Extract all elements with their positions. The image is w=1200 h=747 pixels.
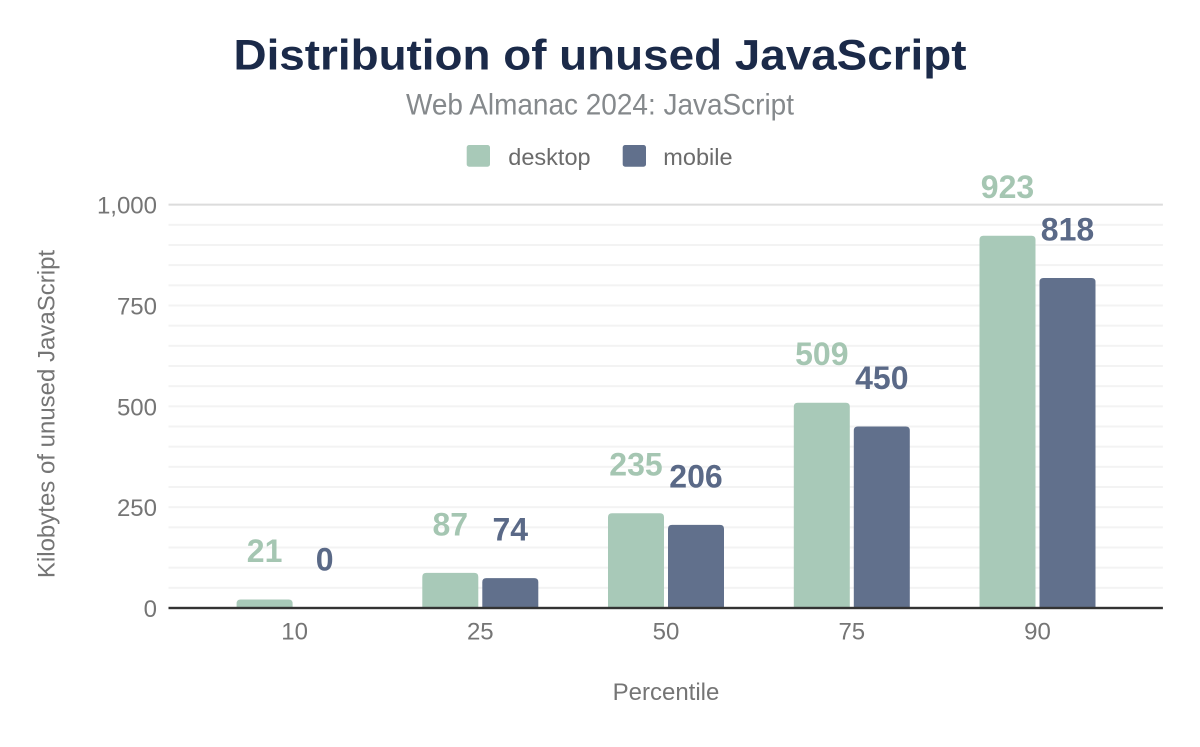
- svg-text:mobile: mobile: [663, 144, 732, 170]
- svg-text:Distribution of unused JavaScr: Distribution of unused JavaScript: [234, 31, 967, 79]
- svg-text:25: 25: [467, 619, 494, 646]
- svg-text:74: 74: [493, 512, 529, 548]
- svg-text:50: 50: [653, 619, 680, 646]
- svg-text:750: 750: [117, 294, 157, 321]
- svg-text:desktop: desktop: [508, 144, 590, 170]
- svg-text:0: 0: [144, 596, 157, 623]
- svg-text:450: 450: [855, 360, 908, 396]
- svg-text:Kilobytes of unused JavaScript: Kilobytes of unused JavaScript: [34, 250, 61, 579]
- svg-text:Web Almanac 2024: JavaScript: Web Almanac 2024: JavaScript: [406, 89, 794, 122]
- svg-text:87: 87: [433, 506, 469, 542]
- svg-text:235: 235: [609, 447, 662, 483]
- svg-text:Percentile: Percentile: [613, 679, 720, 706]
- svg-text:818: 818: [1041, 212, 1094, 248]
- svg-text:923: 923: [981, 169, 1034, 205]
- svg-text:10: 10: [281, 619, 308, 646]
- svg-text:75: 75: [838, 619, 865, 646]
- svg-text:21: 21: [247, 533, 283, 569]
- svg-text:0: 0: [316, 542, 334, 578]
- svg-text:500: 500: [117, 394, 157, 421]
- svg-text:206: 206: [669, 458, 722, 494]
- svg-text:509: 509: [795, 336, 848, 372]
- svg-text:250: 250: [117, 495, 157, 522]
- svg-text:90: 90: [1024, 619, 1051, 646]
- svg-text:1,000: 1,000: [97, 193, 157, 220]
